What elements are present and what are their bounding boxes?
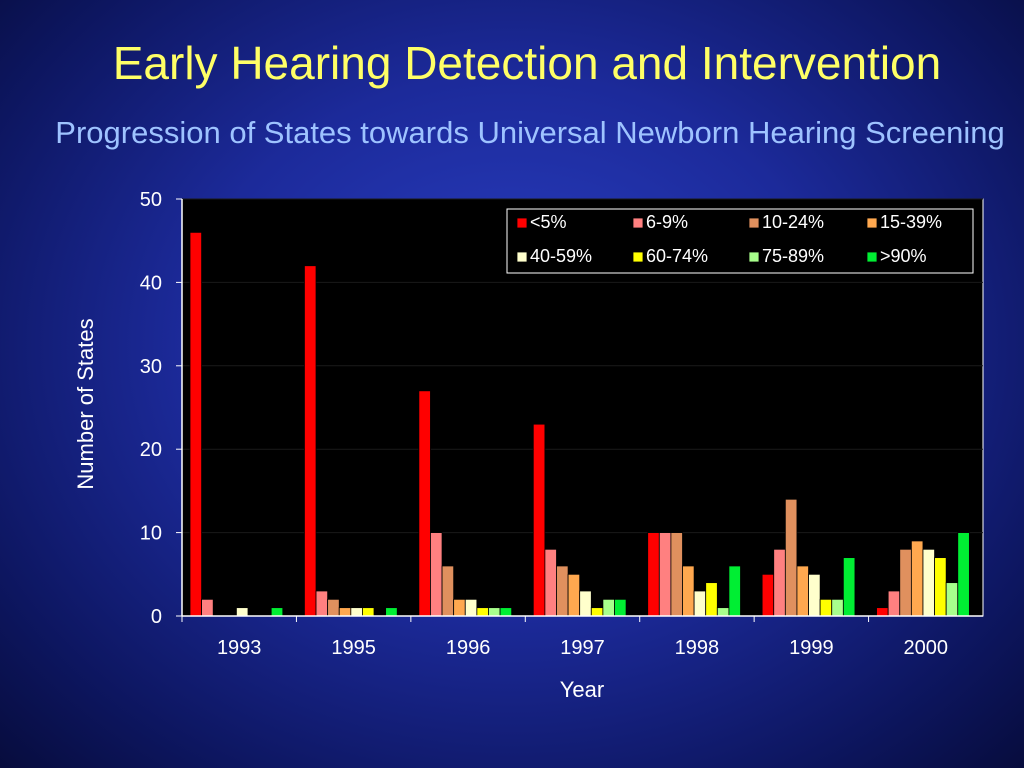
x-tick-label: 1997 xyxy=(560,637,605,659)
legend-box xyxy=(506,208,974,274)
legend-label: 75-89% xyxy=(762,246,824,266)
bar-1997-series-6 xyxy=(602,598,615,617)
bar-1999-series-2 xyxy=(784,498,798,617)
bar-1997-series-4 xyxy=(579,590,592,617)
slide-title: Early Hearing Detection and Intervention xyxy=(112,37,942,89)
bar-1995-series-5 xyxy=(362,607,375,617)
bar-1993-series-1 xyxy=(201,598,214,617)
bar-1996-series-4 xyxy=(464,598,478,617)
bar-1998-series-3 xyxy=(682,565,695,617)
bar-1996-series-5 xyxy=(476,607,489,617)
x-tick-label: 1999 xyxy=(789,637,834,659)
bar-2000-series-7 xyxy=(957,532,970,617)
bar-1998-series-7 xyxy=(728,565,741,617)
bar-1999-series-1 xyxy=(773,548,786,617)
bar-1995-series-1 xyxy=(315,590,329,617)
bars xyxy=(189,231,970,617)
bar-1997-series-0 xyxy=(532,423,546,617)
legend-label: 6-9% xyxy=(646,212,688,232)
legend-swatch xyxy=(516,251,528,263)
bar-1999-series-6 xyxy=(831,598,844,617)
y-tick-label: 40 xyxy=(140,272,162,294)
bar-2000-series-1 xyxy=(887,590,901,617)
legend-swatch xyxy=(748,251,760,263)
legend-label: 40-59% xyxy=(530,246,592,266)
bar-1995-series-4 xyxy=(350,607,363,617)
y-tick-label: 0 xyxy=(151,606,162,628)
bar-1998-series-0 xyxy=(647,532,660,617)
x-axis-label: Year xyxy=(560,677,604,702)
bar-1998-series-4 xyxy=(693,590,707,617)
legend-swatch xyxy=(866,217,878,229)
y-tick-label: 20 xyxy=(140,439,162,461)
legend-swatch xyxy=(632,251,644,263)
bar-1993-series-7 xyxy=(270,607,284,617)
bar-1999-series-0 xyxy=(761,573,775,617)
bar-1996-series-6 xyxy=(488,607,501,617)
bar-1995-series-7 xyxy=(385,607,398,617)
x-tick-label: 2000 xyxy=(904,637,949,659)
bar-1998-series-2 xyxy=(670,532,683,617)
bar-1996-series-1 xyxy=(430,532,443,617)
bar-1998-series-5 xyxy=(705,582,718,617)
slide-subtitle: Progression of States towards Universal … xyxy=(55,115,1005,150)
legend-swatch xyxy=(632,217,644,229)
bar-1997-series-1 xyxy=(544,548,557,617)
legend-swatch xyxy=(516,217,528,229)
bar-1997-series-5 xyxy=(590,607,604,617)
legend-label: 10-24% xyxy=(762,212,824,232)
bar-1998-series-1 xyxy=(658,532,672,617)
x-tick-labels: 1993 1995 1996 1997 1998 1999 2000 xyxy=(181,616,949,659)
x-tick-label: 1995 xyxy=(331,637,376,659)
y-tick-label: 10 xyxy=(140,523,162,545)
y-tick-label: 50 xyxy=(140,189,162,211)
bar-1997-series-2 xyxy=(556,565,569,617)
bar-1997-series-7 xyxy=(614,598,627,617)
bar-1995-series-0 xyxy=(304,265,317,617)
x-tick-label: 1996 xyxy=(446,637,491,659)
bar-1995-series-3 xyxy=(338,607,352,617)
legend-swatch xyxy=(748,217,760,229)
legend-label: >90% xyxy=(880,246,927,266)
x-tick-label: 1993 xyxy=(217,637,262,659)
bar-1999-series-3 xyxy=(796,565,809,617)
bar-2000-series-5 xyxy=(934,557,947,617)
bar-2000-series-6 xyxy=(945,582,959,617)
y-tick-label: 30 xyxy=(140,356,162,378)
y-tick-labels: 0 10 20 30 40 50 xyxy=(140,189,182,628)
bar-1999-series-4 xyxy=(808,573,821,617)
bar-1996-series-7 xyxy=(499,607,513,617)
bar-1998-series-6 xyxy=(716,607,730,617)
x-tick-label: 1998 xyxy=(675,637,720,659)
legend-swatch xyxy=(866,251,878,263)
bar-1996-series-0 xyxy=(418,390,431,617)
bar-1996-series-2 xyxy=(441,565,455,617)
legend-label: 15-39% xyxy=(880,212,942,232)
bar-1993-series-0 xyxy=(189,231,203,617)
bar-1995-series-2 xyxy=(327,598,340,617)
bar-1999-series-7 xyxy=(842,557,856,617)
legend-label: 60-74% xyxy=(646,246,708,266)
bar-2000-series-2 xyxy=(899,548,912,617)
bar-2000-series-4 xyxy=(922,548,935,617)
bar-1996-series-3 xyxy=(453,598,466,617)
bar-1997-series-3 xyxy=(567,573,581,617)
y-axis-label: Number of States xyxy=(73,318,98,489)
bar-2000-series-0 xyxy=(876,607,889,617)
bar-1999-series-5 xyxy=(819,598,833,617)
bar-1993-series-4 xyxy=(235,607,249,617)
legend-label: <5% xyxy=(530,212,567,232)
legend: <5% 6-9% 10-24% 15-39% 40-59% 60-74% 75-89% >90… xyxy=(506,208,974,274)
bar-2000-series-3 xyxy=(910,540,924,617)
